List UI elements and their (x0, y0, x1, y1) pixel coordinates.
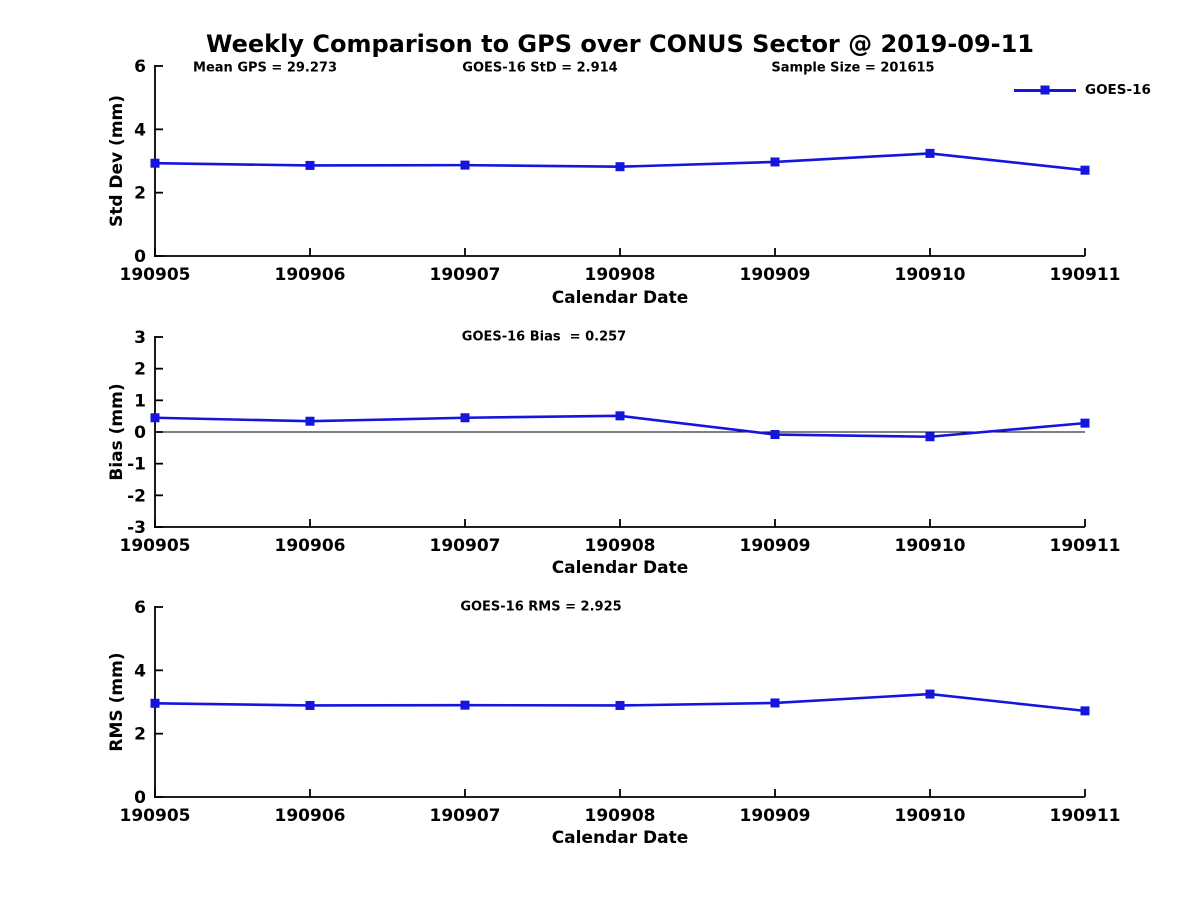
y-tick-label: -3 (127, 518, 146, 538)
data-point-marker (770, 157, 780, 167)
annotation-goes16-rms: GOES-16 RMS = 2.925 (460, 599, 622, 615)
x-tick-label: 190907 (430, 536, 501, 556)
legend-label: GOES-16 (1085, 82, 1151, 98)
annotation-sample-size: Sample Size = 201615 (771, 60, 935, 76)
figure-title: Weekly Comparison to GPS over CONUS Sect… (205, 30, 1034, 58)
x-tick-label: 190911 (1050, 536, 1121, 556)
y-tick-label: 2 (134, 725, 146, 745)
x-tick-label: 190909 (740, 265, 811, 285)
data-point-marker (615, 700, 625, 710)
x-tick-label: 190909 (740, 806, 811, 826)
y-tick-label: 6 (134, 598, 146, 618)
annotation-mean-gps: Mean GPS = 29.273 (193, 60, 337, 76)
y-tick-label: 0 (134, 423, 146, 443)
y-tick-label: 4 (134, 661, 146, 681)
data-point-marker (925, 689, 935, 699)
y-tick-label: 3 (134, 328, 146, 348)
data-point-marker (1080, 418, 1090, 428)
data-point-marker (925, 432, 935, 442)
x-tick-label: 190911 (1050, 265, 1121, 285)
x-tick-label: 190907 (430, 265, 501, 285)
data-point-marker (150, 158, 160, 168)
legend-square-marker-icon (1040, 85, 1050, 95)
y-tick-label: 6 (134, 57, 146, 77)
data-point-marker (615, 162, 625, 172)
y-tick-label: -1 (127, 455, 146, 475)
x-tick-label: 190905 (120, 265, 191, 285)
x-tick-label: 190910 (895, 265, 966, 285)
data-point-marker (305, 700, 315, 710)
ylabel-rms: RMS (mm) (107, 652, 127, 752)
data-point-marker (305, 416, 315, 426)
x-tick-label: 190911 (1050, 806, 1121, 826)
data-point-marker (1080, 706, 1090, 716)
std-dev-plot: 0 2 4 6 190905 190906 190907 190908 190909 190910… (120, 57, 1121, 285)
annotation-goes16-bias: GOES-16 Bias = 0.257 (461, 329, 627, 345)
y-tick-label: 0 (134, 247, 146, 267)
data-point-marker (1080, 165, 1090, 175)
ylabel-bias: Bias (mm) (107, 383, 127, 481)
data-point-marker (460, 413, 470, 423)
data-point-marker (150, 698, 160, 708)
y-tick-label: 4 (134, 120, 146, 140)
data-point-marker (460, 700, 470, 710)
y-tick-label: -2 (127, 486, 146, 506)
x-tick-label: 190910 (895, 536, 966, 556)
rms-plot: 0 2 4 6 190905 190906 190907 190908 190909 190910… (120, 598, 1121, 826)
data-point-marker (460, 160, 470, 170)
x-tick-label: 190908 (585, 806, 656, 826)
data-point-marker (615, 411, 625, 421)
x-tick-label: 190908 (585, 536, 656, 556)
xlabel-calendar-date-1: Calendar Date (551, 288, 689, 308)
xlabel-calendar-date-3: Calendar Date (551, 828, 689, 848)
legend: GOES-16 (1014, 82, 1151, 98)
y-tick-label: 1 (134, 391, 146, 411)
data-point-marker (925, 148, 935, 158)
data-point-marker (770, 430, 780, 440)
x-tick-label: 190907 (430, 806, 501, 826)
y-tick-label: 2 (134, 360, 146, 380)
data-point-marker (150, 413, 160, 423)
x-tick-label: 190908 (585, 265, 656, 285)
x-tick-label: 190906 (275, 536, 346, 556)
data-point-marker (770, 698, 780, 708)
legend-line-sample (1014, 85, 1076, 95)
xlabel-calendar-date-2: Calendar Date (551, 558, 689, 578)
x-tick-label: 190909 (740, 536, 811, 556)
y-tick-label: 2 (134, 184, 146, 204)
x-tick-label: 190906 (275, 265, 346, 285)
annotation-goes16-std: GOES-16 StD = 2.914 (462, 60, 618, 76)
x-tick-label: 190905 (120, 806, 191, 826)
y-tick-label: 0 (134, 788, 146, 808)
ylabel-std-dev: Std Dev (mm) (107, 94, 127, 228)
x-tick-label: 190906 (275, 806, 346, 826)
data-point-marker (305, 160, 315, 170)
x-tick-label: 190910 (895, 806, 966, 826)
x-tick-label: 190905 (120, 536, 191, 556)
